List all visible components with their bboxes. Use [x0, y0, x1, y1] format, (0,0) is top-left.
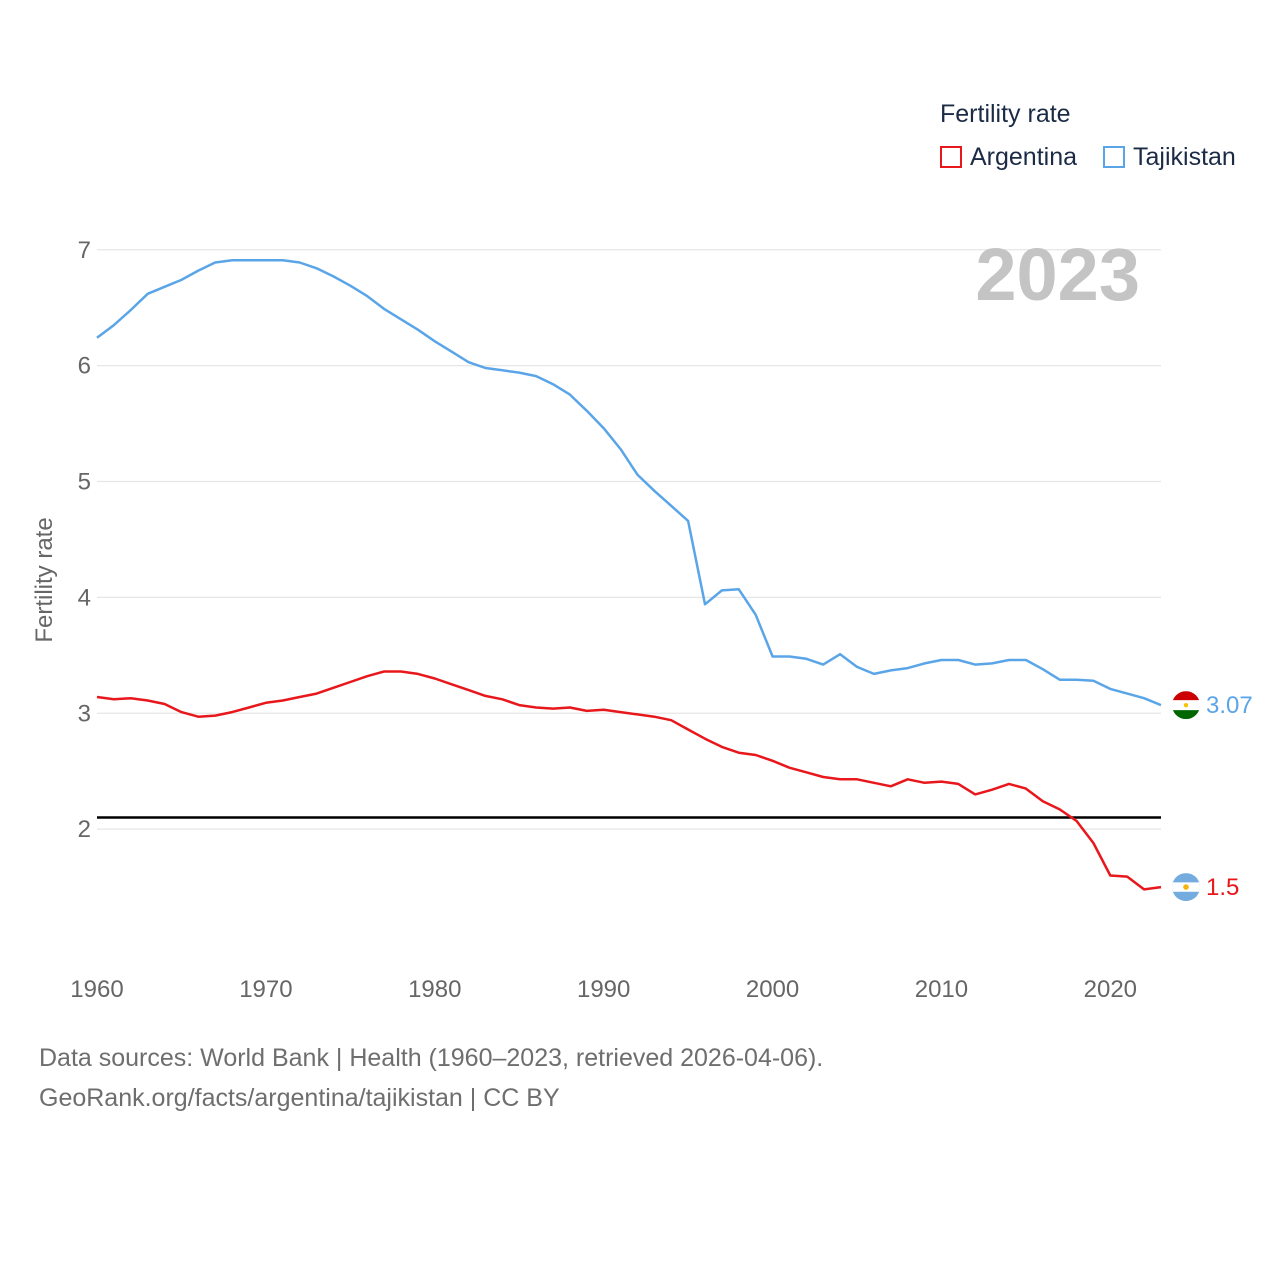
legend-swatch-tajikistan	[1103, 146, 1125, 168]
tajikistan-flag-icon	[1172, 691, 1200, 720]
x-tick-label: 2010	[915, 976, 968, 1003]
y-axis-label: Fertility rate	[31, 517, 58, 642]
data-sources-note: Data sources: World Bank | Health (1960–…	[39, 1044, 824, 1072]
series-line-tajikistan	[96, 258, 1162, 707]
x-tick-label: 1970	[239, 976, 292, 1003]
x-tick-label: 1980	[408, 976, 461, 1003]
end-value-label-tajikistan: 3.07	[1206, 692, 1253, 719]
argentina-flag-icon	[1172, 873, 1200, 902]
legend-label-tajikistan: Tajikistan	[1133, 142, 1236, 171]
series-layer	[96, 258, 1162, 891]
year-watermark: 2023	[975, 233, 1140, 316]
x-tick-label: 1990	[577, 976, 630, 1003]
legend-item-argentina[interactable]: Argentina	[940, 142, 1077, 172]
end-value-label-argentina: 1.5	[1206, 874, 1239, 901]
grid-lines	[97, 249, 1161, 830]
y-tick-label: 5	[78, 469, 91, 496]
series-line-argentina	[96, 670, 1162, 891]
y-tick-label: 6	[78, 353, 91, 380]
source-url-license: GeoRank.org/facts/argentina/tajikistan |…	[39, 1084, 560, 1112]
y-axis-ticks: 2 3 4 5 6 7	[78, 237, 91, 843]
y-tick-label: 2	[78, 816, 91, 843]
x-tick-label: 1960	[70, 976, 123, 1003]
y-tick-label: 3	[78, 700, 91, 727]
legend-swatch-argentina	[940, 146, 962, 168]
x-axis-ticks: 1960 1970 1980 1990 2000 2010 2020	[70, 976, 1137, 1003]
legend-label-argentina: Argentina	[970, 142, 1078, 171]
x-tick-label: 2020	[1084, 976, 1137, 1003]
end-markers: 1.5 3.07	[1172, 691, 1253, 902]
y-tick-label: 7	[78, 237, 91, 264]
x-tick-label: 2000	[746, 976, 799, 1003]
legend-title: Fertility rate	[940, 100, 1071, 128]
legend-item-tajikistan[interactable]: Tajikistan	[1103, 142, 1236, 172]
y-tick-label: 4	[78, 584, 91, 611]
